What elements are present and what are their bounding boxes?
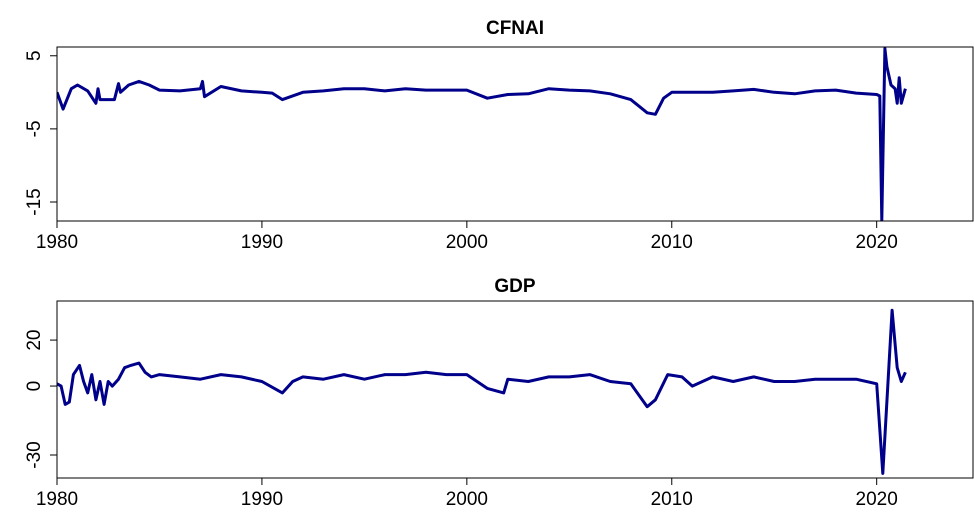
y-tick-label: -15 [24,188,45,215]
y-tick-label: 20 [24,330,45,351]
x-tick-label: 2000 [446,232,488,253]
x-tick-label: 2010 [651,489,693,510]
y-tick-label: 5 [24,50,45,61]
x-tick-label: 1980 [36,489,78,510]
x-tick-label: 1990 [241,489,283,510]
x-tick-label: 2020 [856,232,898,253]
x-tick-label: 2000 [446,489,488,510]
y-tick-label: -30 [24,441,45,468]
plot-frame [56,46,974,222]
y-tick-label: -5 [24,120,45,137]
x-tick-label: 1990 [241,232,283,253]
chart-title: CFNAI [486,18,544,39]
x-tick-label: 1980 [36,232,78,253]
line [57,47,907,221]
plot-frame [56,300,974,479]
x-tick-label: 2010 [651,232,693,253]
line [57,308,907,475]
x-tick-label: 2020 [856,489,898,510]
y-tick-label: 0 [24,381,45,392]
chart-title: GDP [494,276,536,297]
